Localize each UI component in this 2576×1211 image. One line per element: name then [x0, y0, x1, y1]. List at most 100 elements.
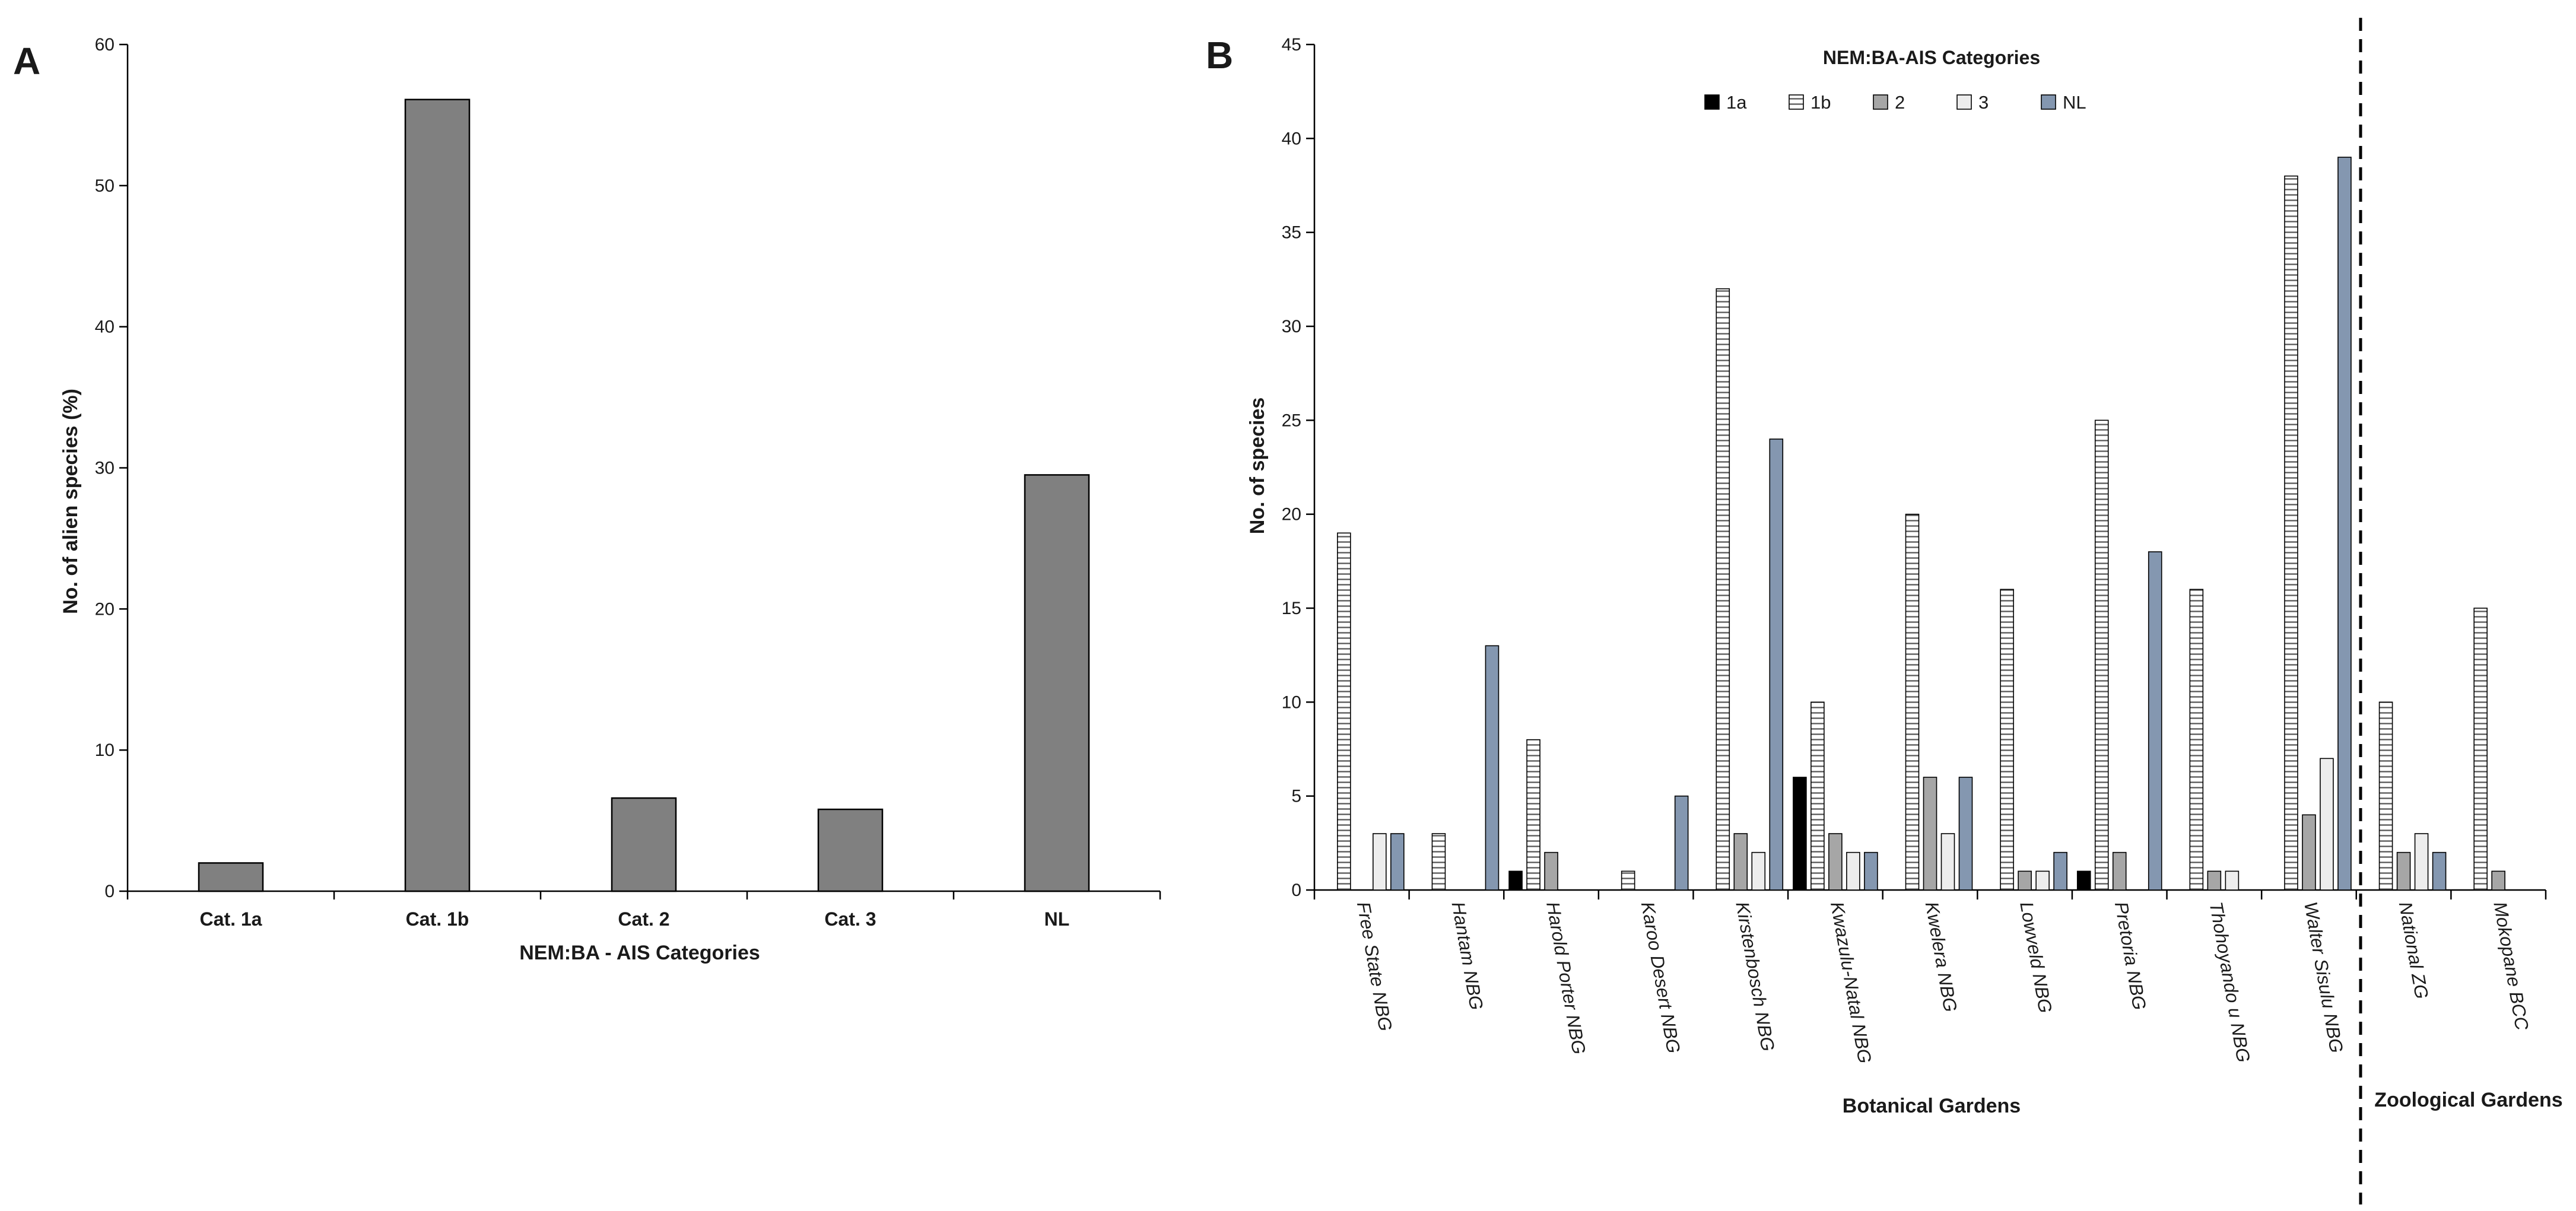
- b-bar-1a: [1508, 870, 1523, 891]
- b-bar-2: [1544, 851, 1558, 891]
- b-x-tick-label: Mokopane BCC: [2489, 900, 2533, 1032]
- b-x-tick-label: Thohoyando u NBG: [2205, 900, 2254, 1064]
- b-bar-NL: [1958, 777, 1973, 891]
- a-x-axis-title: NEM:BA - AIS Categories: [519, 942, 760, 964]
- b-bar-NL: [1485, 645, 1500, 891]
- b-bar-2: [2112, 851, 2127, 891]
- b-bar-1b: [1905, 513, 1920, 891]
- b-bar-3: [2035, 870, 2050, 891]
- a-y-tick-label: 40: [95, 317, 115, 337]
- a-x-tick-label: NL: [1044, 908, 1070, 930]
- b-bars: [1337, 157, 2505, 891]
- b-bar-2: [1923, 777, 1937, 891]
- group-label-botanical: Botanical Gardens: [1843, 1095, 2021, 1117]
- b-x-tick-label: Kwelera NBG: [1921, 900, 1961, 1013]
- b-bar-2: [2302, 814, 2316, 891]
- b-y-tick-label: 30: [1282, 317, 1301, 336]
- b-x-tick-label: Kirstenbosch NBG: [1732, 900, 1778, 1053]
- a-bar: [1024, 474, 1090, 892]
- b-x-tick-labels: Free State NBG Hantam NBG Harold Porter NB…: [1353, 900, 2533, 1065]
- a-bars: Cat. 1a Cat. 1b Cat. 2 Cat. 3 NL: [198, 98, 1090, 930]
- b-y-tick-label: 0: [1291, 881, 1301, 900]
- b-y-tick-label: 35: [1282, 223, 1301, 243]
- b-bar-3: [2225, 870, 2240, 891]
- panel-label-a: A: [13, 40, 40, 82]
- b-bar-1b: [2189, 589, 2204, 891]
- legend: 1a 1b 2 3 NL: [1704, 92, 2086, 113]
- a-bar: [404, 98, 471, 892]
- b-bar-2: [1828, 833, 1843, 891]
- b-x-tick-label: Free State NBG: [1353, 900, 1396, 1032]
- b-bar-2: [2018, 870, 2032, 891]
- legend-title: NEM:BA-AIS Categories: [1823, 47, 2040, 68]
- b-x-tick-label: Karoo Desert NBG: [1637, 900, 1684, 1055]
- b-y-tick-label: 25: [1282, 411, 1301, 430]
- b-bar-1b: [1526, 739, 1540, 891]
- legend-label-3: 3: [1978, 92, 1989, 113]
- panel-label-b: B: [1206, 34, 1233, 77]
- b-bar-2: [1733, 833, 1748, 891]
- b-y-tick-label: 5: [1291, 787, 1301, 806]
- b-bar-3: [1373, 833, 1387, 891]
- b-bar-1b: [1716, 288, 1730, 891]
- b-bar-NL: [1390, 833, 1405, 891]
- a-x-tick-label: Cat. 1b: [406, 908, 469, 930]
- a-axes: 0 10 20 30 40 50 60: [95, 35, 1161, 901]
- a-x-tick-label: Cat. 2: [618, 908, 669, 930]
- b-bar-1a: [2076, 870, 2091, 891]
- b-bar-NL: [2432, 851, 2447, 891]
- legend-swatch-1b: [1789, 94, 1804, 110]
- b-bar-3: [1846, 851, 1860, 891]
- legend-swatch-NL: [2041, 94, 2056, 110]
- b-x-tick-label: Kwazulu-Natal NBG: [1827, 900, 1875, 1065]
- b-y-tick-label: 40: [1282, 129, 1301, 148]
- b-bar-1b: [2284, 175, 2298, 891]
- b-bar-1b: [1810, 701, 1825, 891]
- a-y-tick-label: 10: [95, 740, 115, 760]
- a-bar: [198, 862, 264, 892]
- b-bar-1b: [2000, 589, 2014, 891]
- b-bar-NL: [2053, 851, 2067, 891]
- b-bar-1b: [2473, 608, 2488, 891]
- a-bar: [611, 797, 677, 892]
- b-bar-NL: [1674, 795, 1689, 891]
- b-bar-NL: [2337, 157, 2352, 891]
- a-y-tick-label: 0: [104, 882, 115, 901]
- b-bar-NL: [2148, 551, 2162, 891]
- b-bar-1a: [1793, 777, 1807, 891]
- b-bar-NL: [1769, 438, 1784, 891]
- b-bar-3: [1751, 851, 1766, 891]
- b-x-tick-label: Walter Sisulu NBG: [2300, 900, 2347, 1054]
- b-bar-3: [2414, 833, 2429, 891]
- legend-label-1b: 1b: [1810, 92, 1831, 113]
- b-bar-2: [2207, 870, 2222, 891]
- a-y-tick-label: 20: [95, 599, 115, 619]
- b-bar-1b: [1621, 870, 1635, 891]
- legend-swatch-1a: [1704, 94, 1720, 110]
- legend-label-2: 2: [1895, 92, 1905, 113]
- b-y-tick-label: 15: [1282, 599, 1301, 618]
- b-x-tick-label: Pretoria NBG: [2111, 900, 2150, 1012]
- b-y-tick-label: 10: [1282, 692, 1301, 712]
- legend-label-NL: NL: [2063, 92, 2086, 113]
- legend-label-1a: 1a: [1726, 92, 1747, 113]
- legend-swatch-3: [1956, 94, 1972, 110]
- b-x-tick-label: Hantam NBG: [1448, 900, 1487, 1012]
- group-label-zoological: Zoological Gardens: [2374, 1089, 2562, 1111]
- b-y-axis-title: No. of species: [1246, 398, 1269, 535]
- b-bar-1b: [1337, 532, 1351, 891]
- a-y-tick-label: 50: [95, 176, 115, 196]
- b-bar-NL: [1864, 851, 1878, 891]
- b-y-tick-label: 20: [1282, 505, 1301, 525]
- b-bar-1b: [1431, 833, 1446, 891]
- legend-swatch-2: [1873, 94, 1888, 110]
- b-bar-2: [2396, 851, 2411, 891]
- b-bar-2: [2491, 870, 2505, 891]
- b-y-tick-label: 45: [1282, 35, 1301, 55]
- b-bar-3: [1940, 833, 1955, 891]
- b-bar-1b: [2378, 701, 2393, 891]
- a-x-tick-label: Cat. 3: [824, 908, 876, 930]
- b-bar-3: [2320, 758, 2334, 891]
